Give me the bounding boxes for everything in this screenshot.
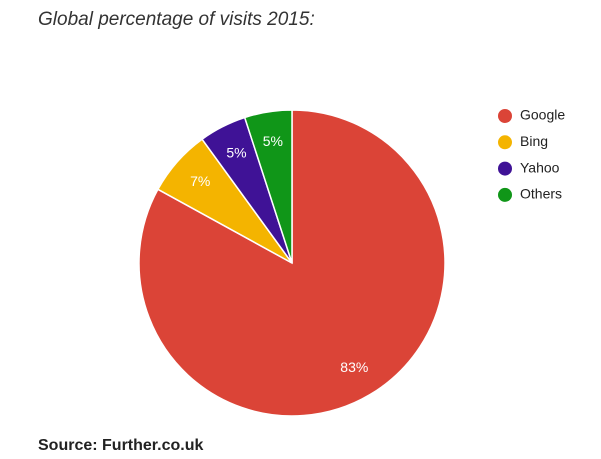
legend-label: Google — [520, 107, 565, 123]
legend-label: Bing — [520, 133, 548, 149]
legend-marker — [498, 187, 512, 202]
source: Source: Further.co.uk — [38, 437, 203, 454]
legend-marker — [498, 109, 512, 123]
legend-label: Yahoo — [520, 159, 560, 175]
legend-marker — [498, 135, 512, 150]
value-label: 83% — [340, 359, 368, 375]
value-label: 5% — [226, 145, 246, 161]
value-label: 7% — [190, 173, 210, 189]
value-label: 5% — [263, 133, 283, 149]
chart-title: Global percentage of visits 2015: — [38, 9, 315, 30]
legend-marker — [498, 161, 512, 176]
pie-slice — [243, 109, 293, 264]
legend-label: Others — [520, 186, 562, 202]
